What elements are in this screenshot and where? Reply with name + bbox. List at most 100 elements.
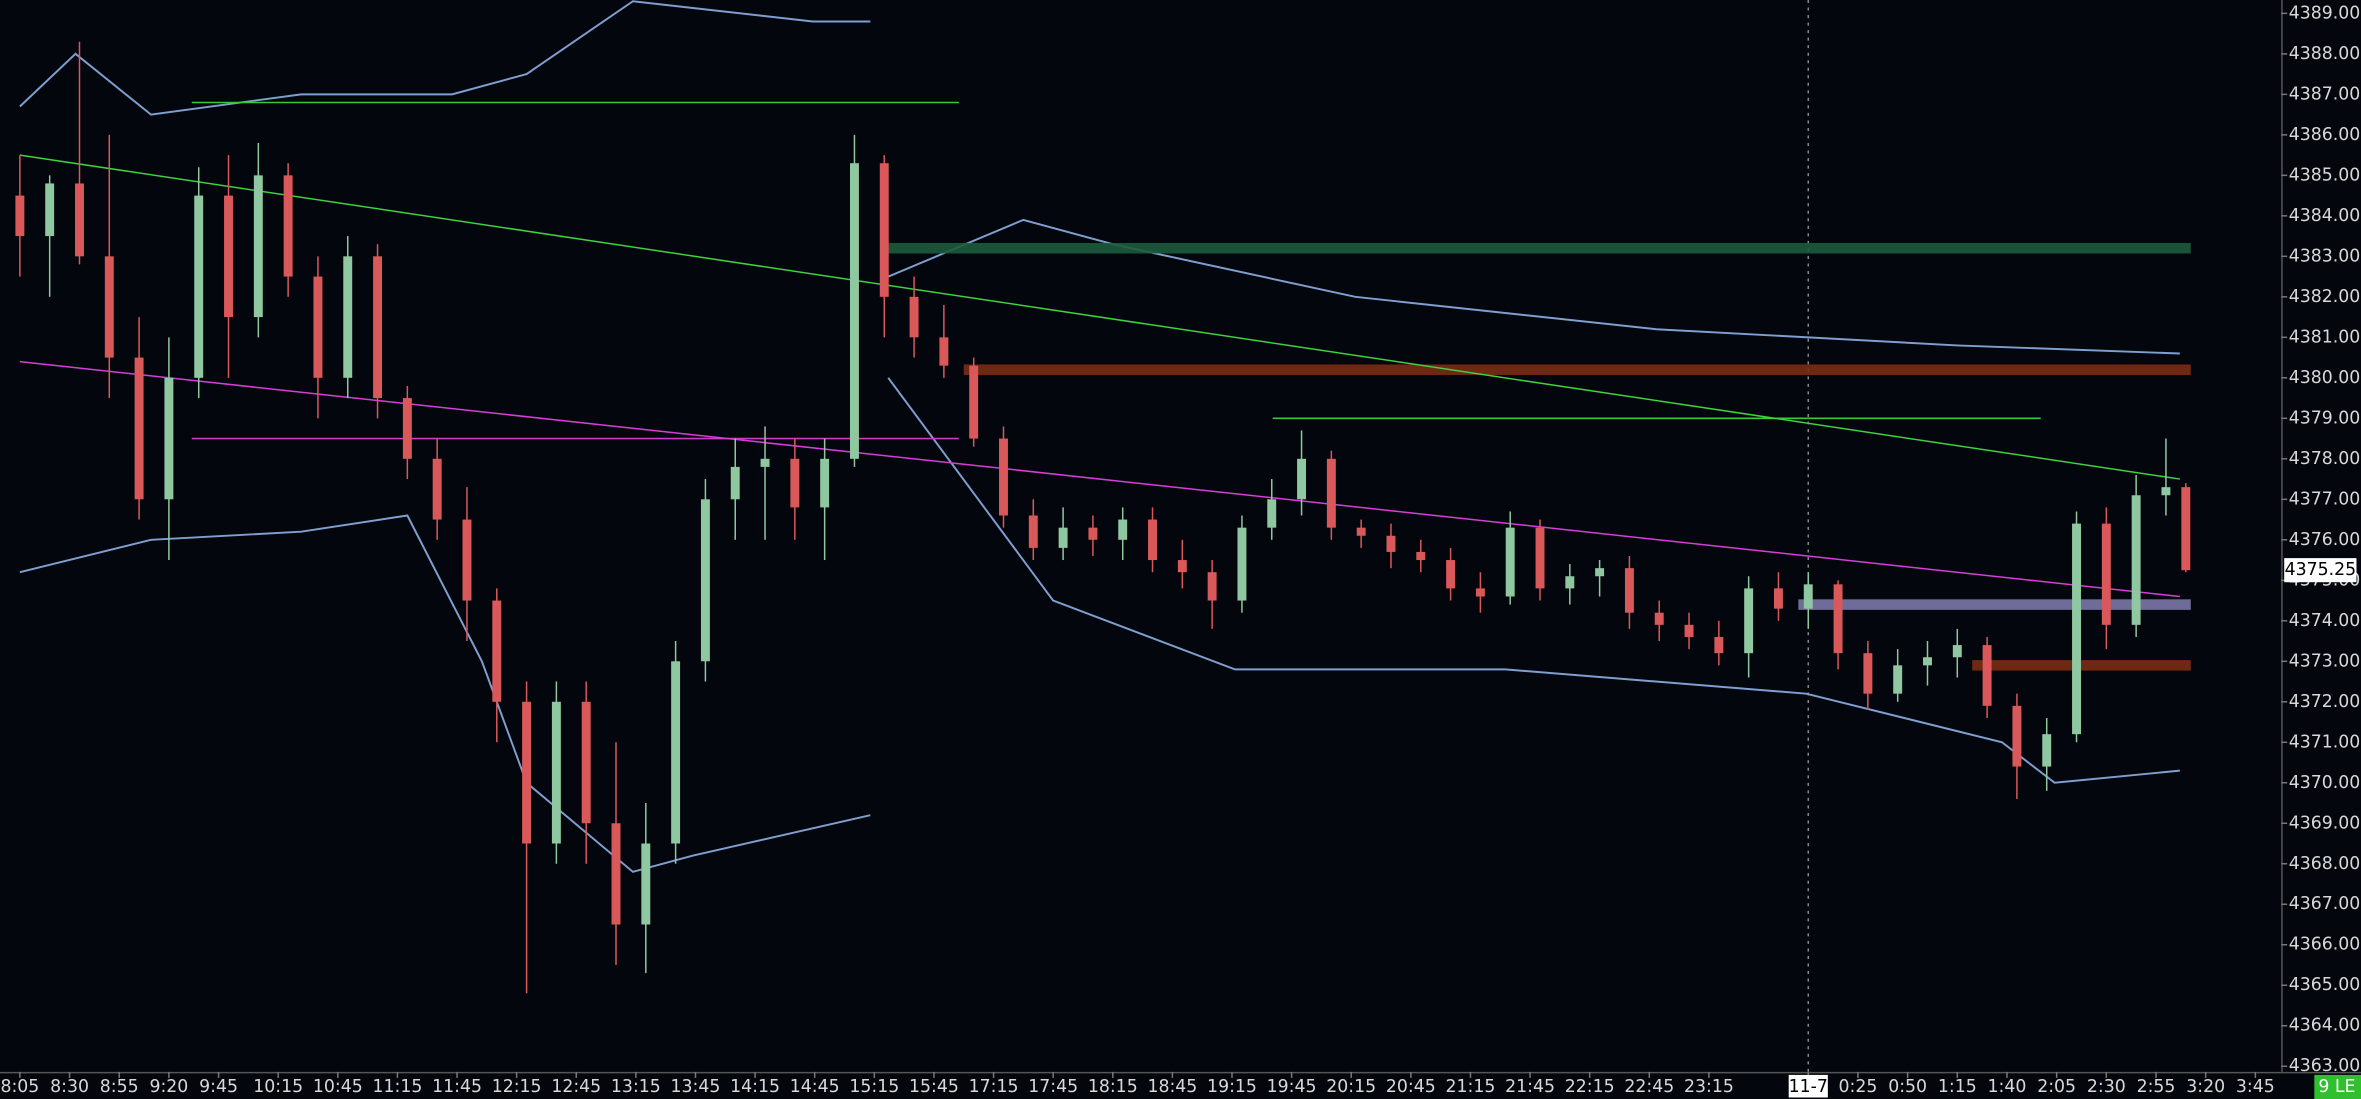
candle-body <box>1893 665 1903 694</box>
candle-body <box>1446 560 1456 589</box>
x-tick-label: 20:15 <box>1326 1077 1376 1097</box>
candle-body <box>999 438 1008 516</box>
candle-body <box>849 163 859 459</box>
y-tick-label: 4377.00 <box>2289 489 2361 509</box>
candle-body <box>1773 588 1783 609</box>
band-line <box>19 0 871 116</box>
y-tick-label: 4387.00 <box>2289 84 2361 104</box>
candle-body <box>1952 645 1962 658</box>
y-tick-label: 4376.00 <box>2289 530 2361 550</box>
candle-body <box>641 843 651 925</box>
last-price-label: 4375.25 <box>2285 560 2357 580</box>
candle-body <box>373 256 383 399</box>
x-tick-label: 18:45 <box>1147 1077 1197 1097</box>
x-tick-label: 19:15 <box>1207 1077 1257 1097</box>
x-tick-label: 10:15 <box>253 1077 303 1097</box>
x-tick-label: 14:15 <box>730 1077 780 1097</box>
band-line <box>887 218 2180 355</box>
candle-body <box>2072 523 2081 735</box>
candle-body <box>1654 612 1664 625</box>
x-tick-label: 17:45 <box>1028 1077 1078 1097</box>
candle-body <box>1595 568 1605 577</box>
y-tick-label: 4384.00 <box>2289 206 2361 226</box>
candle-body <box>402 398 412 459</box>
x-tick-label: 1:40 <box>1988 1077 2027 1097</box>
candle-body <box>1207 572 1217 601</box>
candle-body <box>730 466 740 500</box>
candle-body <box>1416 551 1426 561</box>
y-tick-label: 4373.00 <box>2289 651 2361 671</box>
candle-body <box>1267 499 1277 528</box>
x-tick-label: 0:50 <box>1888 1077 1927 1097</box>
candle-body <box>1982 645 1992 706</box>
candle-body <box>164 377 174 500</box>
x-tick-label: 8:55 <box>100 1077 139 1097</box>
candle-body <box>879 163 889 297</box>
candle-body <box>45 183 55 237</box>
candle-body <box>194 195 204 378</box>
y-tick-label: 4366.00 <box>2289 935 2361 955</box>
badge-box <box>2314 1074 2361 1099</box>
candle-body <box>820 458 830 508</box>
x-tick-label: 3:45 <box>2236 1077 2275 1097</box>
y-tick-label: 4380.00 <box>2289 368 2361 388</box>
candle-body <box>1177 560 1187 573</box>
candle-body <box>1565 576 1575 589</box>
x-tick-label: 21:15 <box>1446 1077 1496 1097</box>
candle-body <box>790 458 800 508</box>
candle-body <box>1475 588 1485 597</box>
candle-body <box>522 701 532 844</box>
candle-body <box>1714 636 1724 654</box>
trend-line <box>19 360 2180 598</box>
x-tick-label: 13:15 <box>611 1077 661 1097</box>
y-tick-label: 4385.00 <box>2289 165 2361 185</box>
x-tick-label: 20:45 <box>1386 1077 1436 1097</box>
x-tick-label: 0:25 <box>1839 1077 1878 1097</box>
candle-body <box>313 276 323 378</box>
y-tick-label: 4371.00 <box>2289 732 2361 752</box>
candle-body <box>1237 527 1247 601</box>
y-tick-label: 4370.00 <box>2289 773 2361 793</box>
candle-body <box>2161 487 2171 496</box>
candle-body <box>969 365 979 439</box>
plot-area <box>15 0 2191 1072</box>
candle-body <box>2042 734 2052 767</box>
x-tick-label: 13:45 <box>671 1077 721 1097</box>
x-tick-label: 2:55 <box>2137 1077 2176 1097</box>
x-tick-label: 9:45 <box>199 1077 238 1097</box>
candle-body <box>1923 657 1932 666</box>
axes: 4363.00 4364.00 4365.00 4366.00 4367.00 4368.… <box>0 3 2361 1099</box>
x-tick-label: 10:45 <box>313 1077 363 1097</box>
x-tick-label: 8:05 <box>0 1077 39 1097</box>
candle-body <box>760 458 770 467</box>
candle-body <box>224 195 233 318</box>
x-tick-label: 2:30 <box>2087 1077 2126 1097</box>
candle-body <box>1803 584 1813 609</box>
candle-body <box>1624 568 1634 613</box>
y-tick-label: 4363.00 <box>2289 1056 2361 1076</box>
candle-body <box>1684 624 1694 637</box>
x-tick-label: 23:15 <box>1684 1077 1734 1097</box>
candle-body <box>15 195 25 237</box>
y-tick-label: 4364.00 <box>2289 1016 2361 1036</box>
candle-body <box>700 499 710 662</box>
x-tick-label: 12:45 <box>551 1077 601 1097</box>
candle-body <box>104 256 114 358</box>
candle-body <box>1356 527 1366 536</box>
y-tick-label: 4372.00 <box>2289 692 2361 712</box>
candle-body <box>343 256 353 378</box>
candle-body <box>1297 458 1307 500</box>
x-tick-label: 11-7 <box>1789 1077 1828 1097</box>
candle-body <box>1744 588 1754 654</box>
level-zone <box>963 364 2191 375</box>
candle-body <box>2101 523 2111 625</box>
y-tick-label: 4369.00 <box>2289 813 2361 833</box>
candle-body <box>432 458 442 520</box>
last-price-box <box>2284 558 2357 583</box>
y-tick-label: 4381.00 <box>2289 327 2361 347</box>
band-line <box>887 377 2180 784</box>
badge-label: 9 LE <box>2318 1077 2355 1097</box>
band-line <box>19 514 871 873</box>
y-tick-label: 4365.00 <box>2289 975 2361 995</box>
x-tick-label: 17:15 <box>969 1077 1019 1097</box>
